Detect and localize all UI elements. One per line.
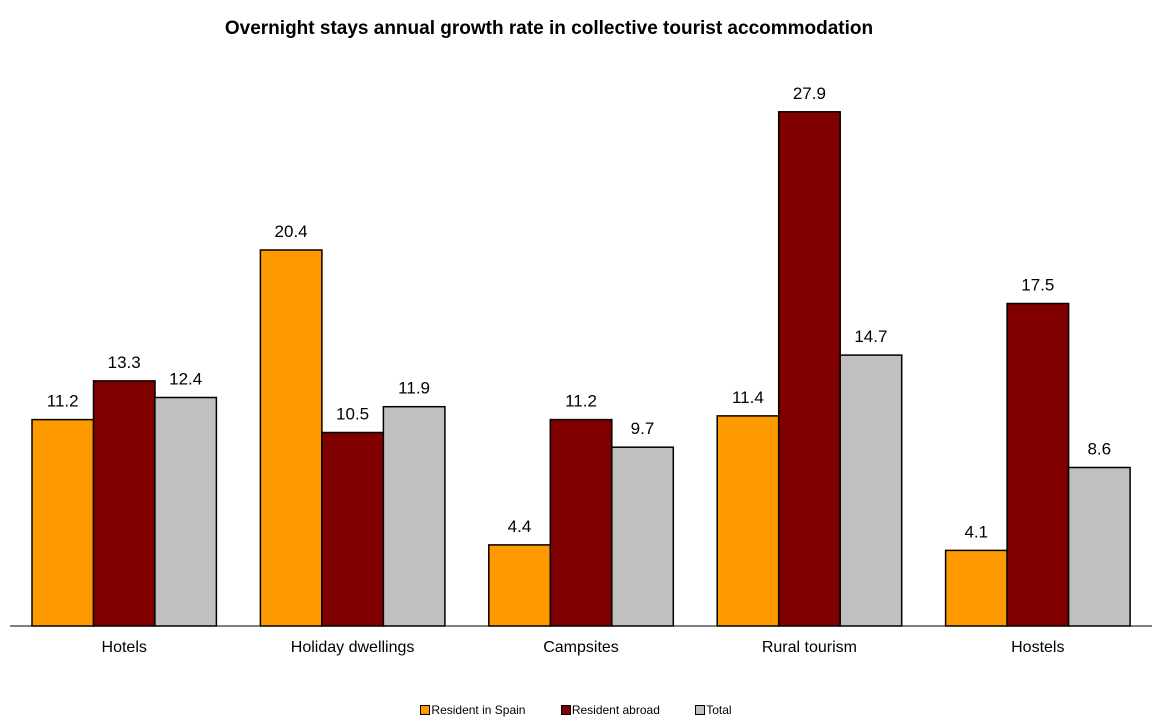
data-label: 27.9: [793, 84, 826, 103]
legend-item: Resident abroad: [560, 703, 660, 717]
bar: [549, 418, 613, 627]
bars-layer: [31, 111, 1131, 627]
data-label: 10.5: [336, 405, 369, 424]
data-label: 8.6: [1087, 440, 1111, 459]
bar: [611, 446, 675, 627]
data-label: 12.4: [169, 370, 202, 389]
bar: [92, 380, 156, 627]
legend-swatch: [420, 704, 431, 715]
data-label: 14.7: [854, 327, 887, 346]
legend: Resident in Spain Resident abroad Total: [0, 703, 1152, 717]
bar: [839, 354, 903, 627]
data-label: 4.4: [508, 517, 532, 536]
legend-swatch: [560, 704, 571, 715]
bar: [321, 431, 385, 627]
data-label: 11.2: [565, 392, 597, 411]
legend-item: Resident in Spain: [420, 703, 525, 717]
data-label: 13.3: [108, 353, 141, 372]
bar: [777, 111, 841, 627]
bar: [259, 249, 323, 627]
bar-chart: 11.2 13.3 12.4 20.4 10.5 11.9 4.4 11.2 9.7 11.4 27…: [10, 84, 1152, 656]
legend-label: Resident in Spain: [431, 703, 526, 717]
data-label: 11.9: [398, 379, 430, 398]
bar: [1006, 302, 1070, 627]
chart-title: Overnight stays annual growth rate in co…: [224, 18, 874, 39]
legend-label: Total: [706, 703, 732, 717]
data-labels-layer: 11.2 13.3 12.4 20.4 10.5 11.9 4.4 11.2 9.7 11.4 27…: [47, 84, 1111, 542]
category-label: Rural tourism: [762, 639, 857, 656]
bar: [944, 549, 1008, 627]
data-label: 4.1: [964, 522, 988, 541]
category-label: Hostels: [1011, 639, 1064, 656]
bar: [31, 418, 95, 627]
category-label: Campsites: [543, 639, 619, 656]
data-label: 17.5: [1021, 276, 1054, 295]
bar: [488, 544, 552, 627]
bar: [716, 415, 780, 627]
data-label: 11.2: [47, 392, 79, 411]
data-label: 9.7: [631, 419, 655, 438]
category-tick-labels: Hotels Holiday dwellings Campsites Rural to…: [102, 639, 1065, 656]
data-label: 11.4: [732, 388, 764, 407]
category-label: Holiday dwellings: [291, 639, 415, 656]
category-label: Hotels: [102, 639, 147, 656]
legend-item: Total: [695, 703, 732, 717]
bar: [154, 396, 218, 627]
bar: [382, 405, 446, 627]
data-label: 20.4: [275, 222, 308, 241]
legend-label: Resident abroad: [571, 703, 660, 717]
legend-swatch: [695, 704, 706, 715]
bar: [1067, 466, 1131, 627]
